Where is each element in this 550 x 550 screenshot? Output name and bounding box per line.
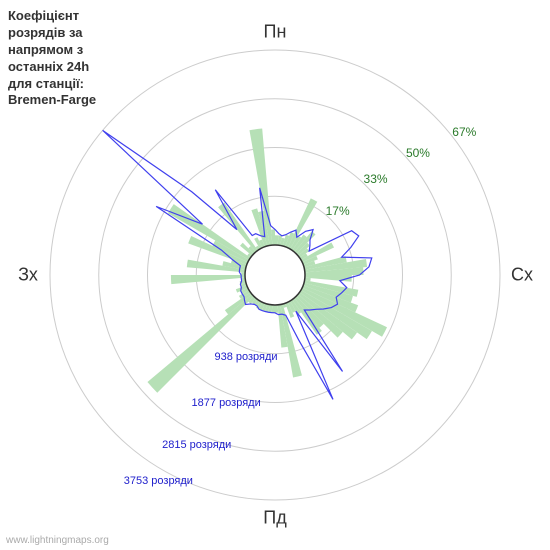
pct-label-50: 50% xyxy=(406,146,430,160)
cardinal-e: Сх xyxy=(511,265,533,286)
discharge-label-3753: 3753 розряди xyxy=(124,475,193,487)
cardinal-n: Пн xyxy=(264,22,287,43)
pct-label-33: 33% xyxy=(364,172,388,186)
discharge-label-1877: 1877 розряди xyxy=(192,397,261,409)
polar-chart-container: Коефіцієнт розрядів за напрямом з останн… xyxy=(0,0,550,550)
cardinal-w: Зх xyxy=(18,265,38,286)
footer-link: www.lightningmaps.org xyxy=(6,535,109,546)
discharge-label-938: 938 розряди xyxy=(214,351,277,363)
chart-title: Коефіцієнт розрядів за напрямом з останн… xyxy=(8,8,96,109)
pct-label-17: 17% xyxy=(326,204,350,218)
discharge-label-2815: 2815 розряди xyxy=(162,439,231,451)
pct-label-67: 67% xyxy=(452,125,476,139)
cardinal-s: Пд xyxy=(263,508,286,529)
